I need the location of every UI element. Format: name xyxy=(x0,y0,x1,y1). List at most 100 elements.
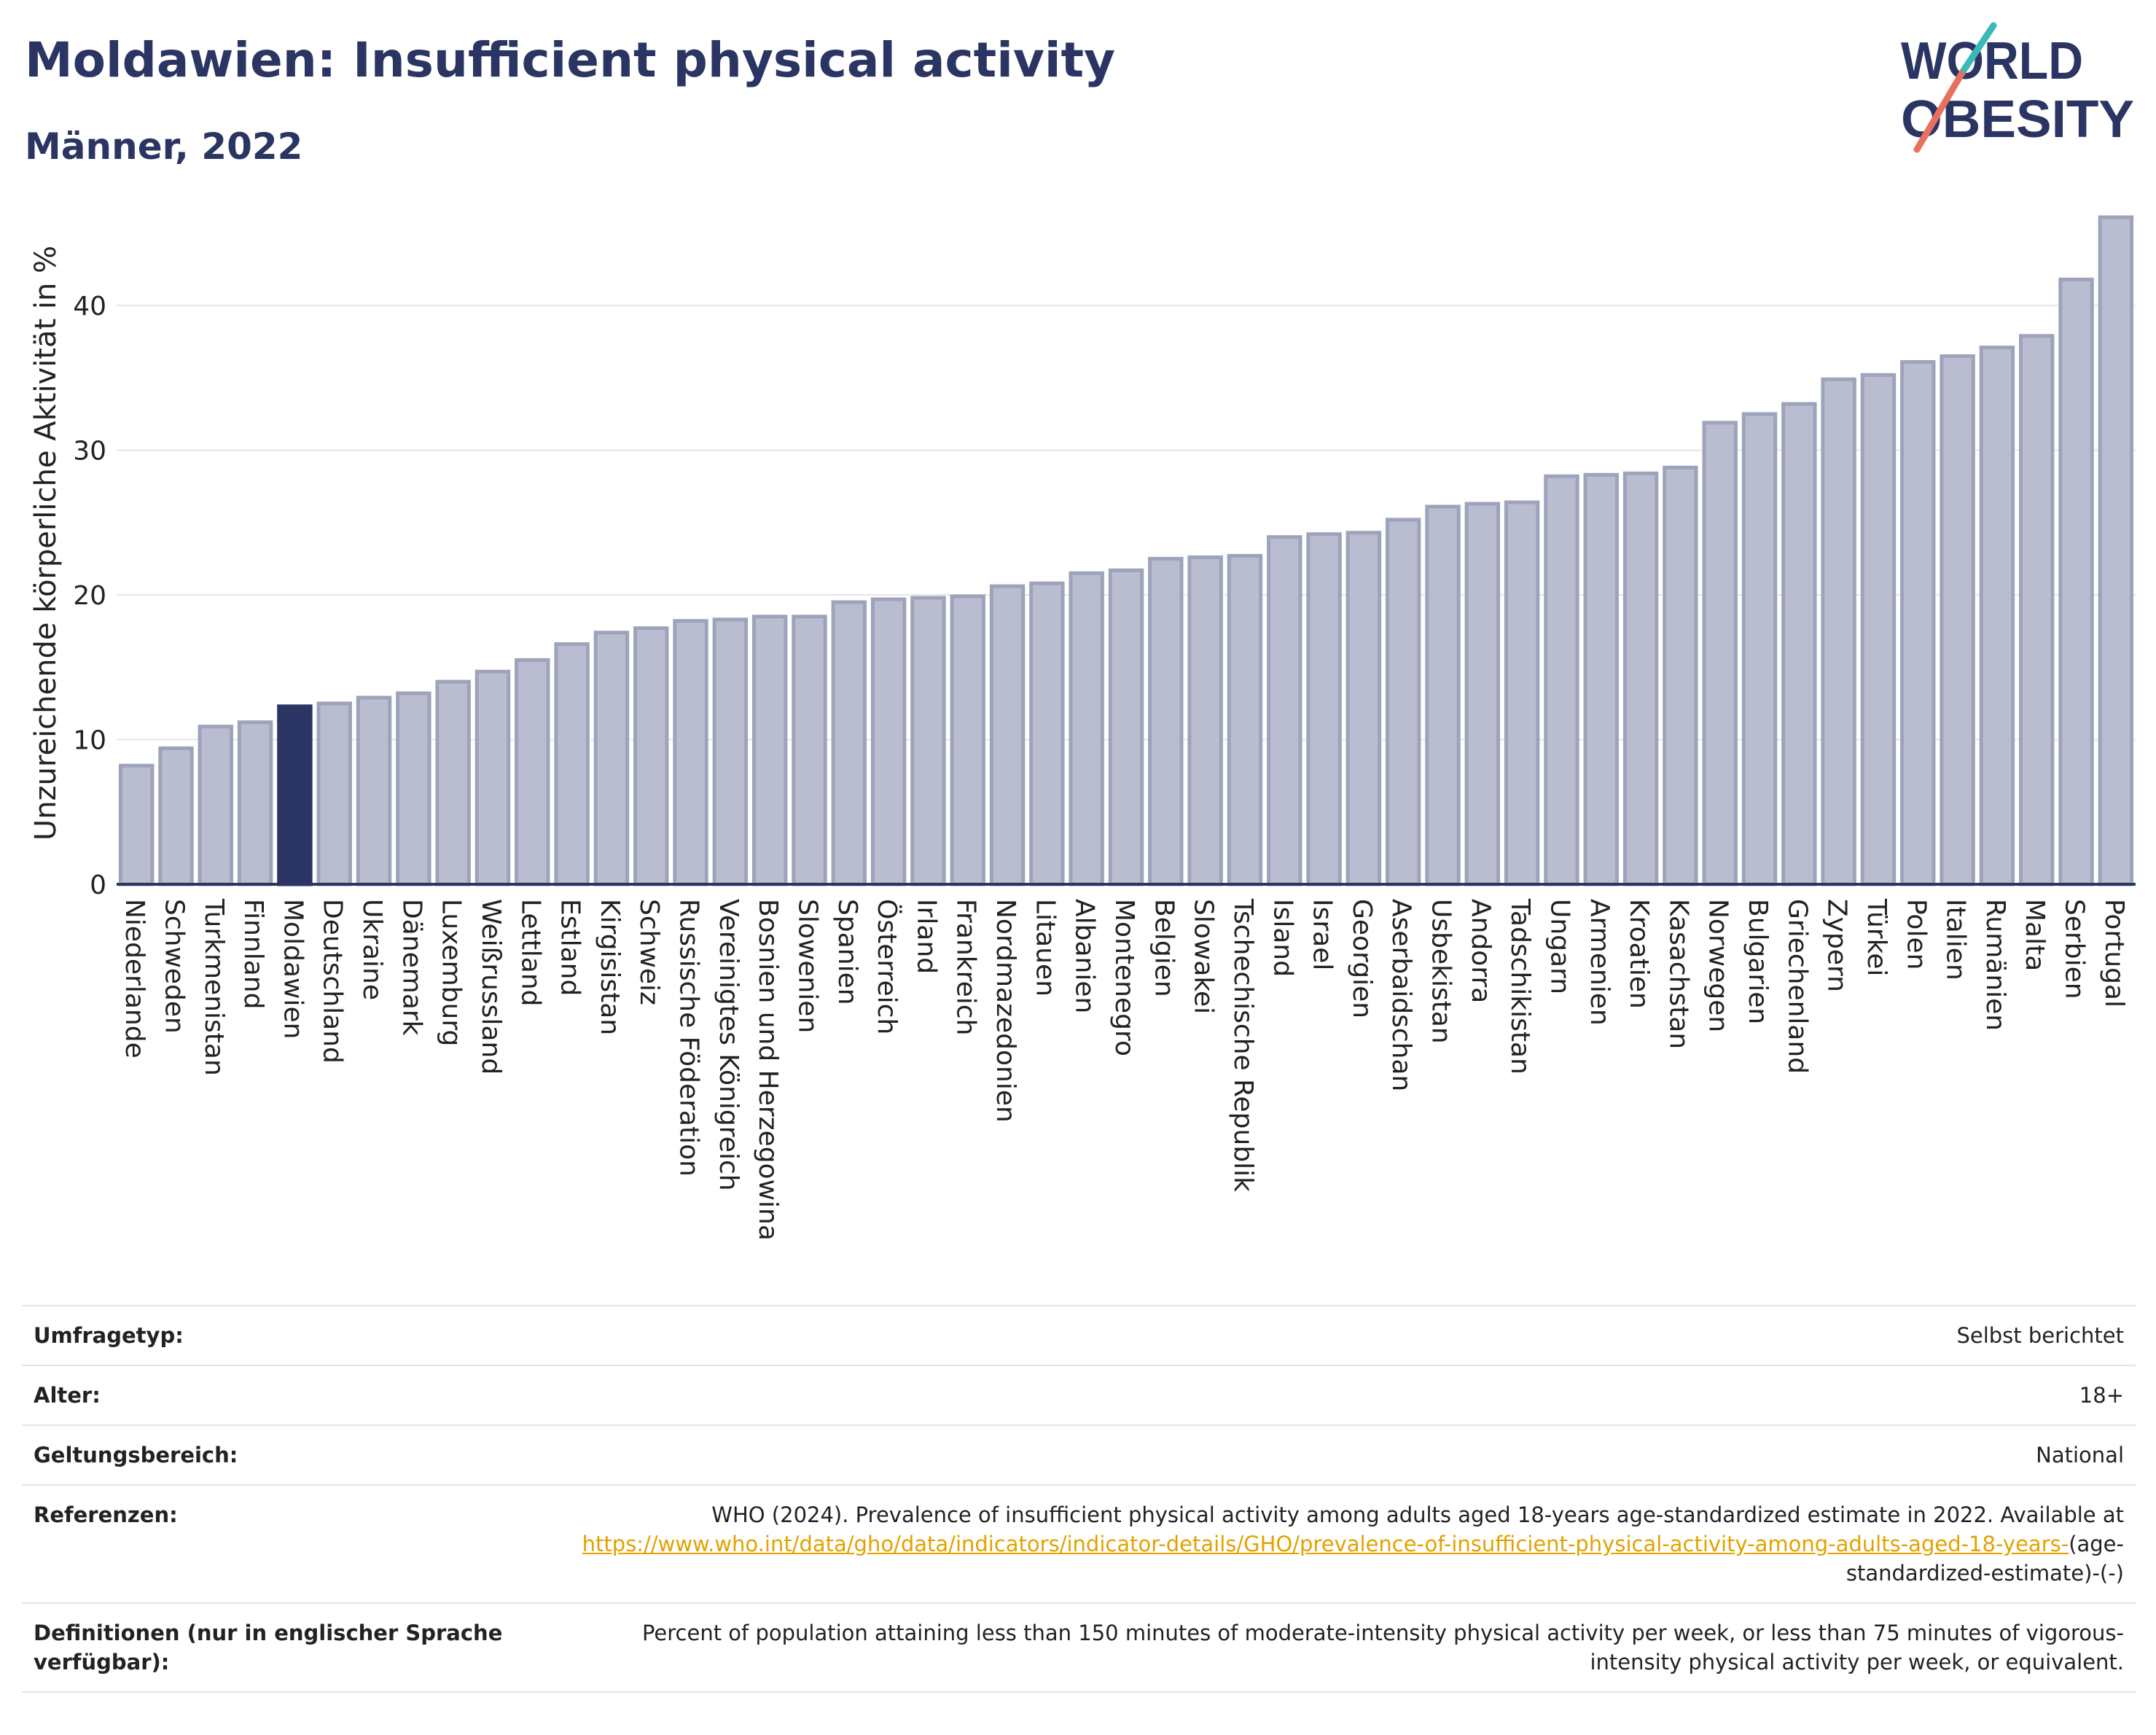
survey-type-value: Selbst berichtet xyxy=(555,1305,2136,1366)
x-tick-label: Spanien xyxy=(832,899,862,1005)
definitions-value: Percent of population attaining less tha… xyxy=(555,1602,2136,1693)
x-tick-label: Turkmenistan xyxy=(199,898,229,1076)
x-tick-label: Türkei xyxy=(1862,898,1891,976)
x-tick-label: Slowenien xyxy=(792,899,822,1033)
bar-dänemark xyxy=(396,691,431,886)
bar-deutschland xyxy=(316,701,352,886)
bar-polen xyxy=(1900,359,1936,886)
bar-tschechische-republik xyxy=(1227,553,1263,886)
x-tick-label: Schweden xyxy=(159,899,189,1034)
bar-bosnien-und-herzegowina xyxy=(751,615,788,886)
x-tick-label: Norwegen xyxy=(1703,899,1733,1032)
x-tick-label: Rumänien xyxy=(1980,899,2010,1031)
x-tick-label: Niederlande xyxy=(120,899,149,1058)
x-tick-label: Ungarn xyxy=(1544,899,1574,994)
references-label: Referenzen: xyxy=(22,1484,555,1604)
x-tick-label: Malta xyxy=(2020,899,2050,971)
info-row-age: Alter: 18+ xyxy=(22,1365,2136,1426)
x-tick-label: Vereinigtes Königreich xyxy=(714,899,743,1191)
bar-slowenien xyxy=(792,615,827,886)
x-tick-label: Schweiz xyxy=(634,899,664,1005)
bar-nordmazedonien xyxy=(989,584,1026,886)
bar-serbien xyxy=(2058,277,2094,886)
bar-griechenland xyxy=(1781,402,1817,886)
bar-zypern xyxy=(1821,377,1856,886)
bar-albanien xyxy=(1069,571,1104,886)
x-tick-label: Frankreich xyxy=(951,899,981,1035)
bar-armenien xyxy=(1583,472,1619,886)
bar-irland xyxy=(910,596,946,886)
x-tick-label: Luxemburg xyxy=(437,899,466,1046)
bar-russische-föderation xyxy=(673,619,708,886)
x-tick-label: Armenien xyxy=(1585,899,1614,1026)
info-table: Umfragetyp: Selbst berichtet Alter: 18+ … xyxy=(22,1305,2136,1693)
bar-moldawien xyxy=(277,704,313,886)
info-row-survey-type: Umfragetyp: Selbst berichtet xyxy=(22,1305,2136,1366)
y-tick-label: 20 xyxy=(73,581,106,611)
bar-türkei xyxy=(1860,373,1897,886)
axes: 0 10 20 30 40 Niederlande Schweden Turkmenistan… xyxy=(73,292,2136,1241)
x-tick-label: Polen xyxy=(1901,899,1931,970)
bar-schweden xyxy=(158,746,194,886)
logo-slash-lower xyxy=(1913,66,1968,153)
x-tick-label: Weißrussland xyxy=(476,899,506,1075)
bar-ungarn xyxy=(1544,474,1579,886)
x-tick-label: Finnland xyxy=(238,899,268,1009)
x-tick-label: Lettland xyxy=(515,899,545,1007)
bar-slowakei xyxy=(1187,555,1223,886)
x-tick-label: Israel xyxy=(1308,899,1337,970)
bar-montenegro xyxy=(1108,568,1144,886)
bar-malta xyxy=(2018,334,2055,886)
logo-slash-upper xyxy=(1961,22,1997,73)
survey-type-label: Umfragetyp: xyxy=(22,1305,555,1366)
x-tick-label: Tadschikistan xyxy=(1505,898,1535,1075)
bar-belgien xyxy=(1148,556,1184,886)
x-tick-label: Litauen xyxy=(1030,899,1060,997)
x-tick-label: Italien xyxy=(1941,899,1971,980)
bar-estland xyxy=(554,642,590,886)
x-tick-label: Belgien xyxy=(1149,899,1179,997)
x-tick-label: Slowakei xyxy=(1189,899,1219,1014)
bar-georgien xyxy=(1345,531,1382,886)
world-obesity-logo: WORLD OBESITY xyxy=(1901,22,2134,153)
x-tick-label: Montenegro xyxy=(1109,899,1139,1056)
y-tick-label: 30 xyxy=(73,437,106,467)
x-tick-label: Bosnien und Herzegowina xyxy=(753,899,783,1241)
bars xyxy=(118,215,2134,886)
x-tick-label: Nordmazedonien xyxy=(991,899,1020,1123)
bar-rumänien xyxy=(1979,346,2015,886)
bar-bulgarien xyxy=(1741,412,1778,886)
x-tick-label: Zypern xyxy=(1822,899,1852,992)
y-tick-label: 0 xyxy=(90,870,106,900)
x-tick-label: Tschechische Republik xyxy=(1228,898,1258,1192)
bar-vereinigtes-königreich xyxy=(712,617,749,886)
info-row-scope: Geltungsbereich: National xyxy=(22,1424,2136,1486)
x-tick-label: Dänemark xyxy=(397,899,426,1036)
scope-value: National xyxy=(555,1424,2136,1486)
x-tick-label: Österreich xyxy=(872,899,902,1034)
x-tick-label: Kirgisistan xyxy=(595,899,625,1035)
info-row-definitions: Definitionen (nur in englischer Sprache … xyxy=(22,1602,2136,1693)
x-tick-label: Portugal xyxy=(2099,899,2129,1007)
bar-israel xyxy=(1306,532,1342,886)
x-tick-label: Irland xyxy=(911,899,941,974)
bar-turkmenistan xyxy=(198,725,234,886)
age-label: Alter: xyxy=(22,1365,555,1426)
bar-niederlande xyxy=(118,763,155,886)
x-tick-label: Andorra xyxy=(1466,899,1496,1003)
x-tick-label: Aserbaidschan xyxy=(1386,899,1416,1091)
reference-link[interactable]: https://www.who.int/data/gho/data/indica… xyxy=(582,1532,2069,1556)
bar-schweiz xyxy=(633,626,669,886)
x-tick-label: Serbien xyxy=(2060,899,2090,999)
x-tick-label: Usbekistan xyxy=(1426,899,1456,1044)
x-tick-label: Albanien xyxy=(1070,899,1100,1013)
logo-line1: WORLD xyxy=(1901,32,2083,90)
x-tick-label: Ukraine xyxy=(357,899,387,1000)
bar-österreich xyxy=(870,597,907,886)
y-tick-label: 40 xyxy=(73,292,106,321)
bar-ukraine xyxy=(356,695,392,886)
bar-tadschikistan xyxy=(1504,500,1540,886)
references-value: WHO (2024). Prevalence of insufficient p… xyxy=(555,1484,2136,1604)
page-title: Moldawien: Insufficient physical activit… xyxy=(25,32,1116,88)
bar-kroatien xyxy=(1622,471,1659,886)
